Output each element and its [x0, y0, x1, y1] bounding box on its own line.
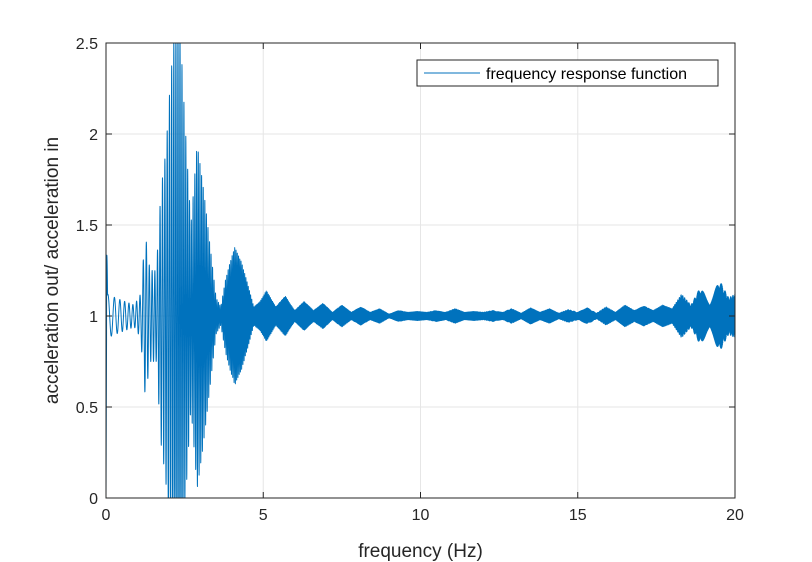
y-tick-label: 0.5 — [76, 400, 98, 417]
y-axis-label: acceleration out/ acceleration in — [42, 137, 63, 404]
y-tick-label: 0 — [89, 491, 98, 508]
x-tick-label: 10 — [412, 507, 430, 524]
legend: frequency response function — [416, 59, 719, 87]
x-tick-label: 20 — [726, 507, 744, 524]
y-tick-label: 2 — [89, 127, 98, 144]
ticks: 0 5 10 15 20 0 0.5 1 1.5 2 2.5 — [76, 36, 744, 524]
x-axis-label: frequency (Hz) — [358, 541, 483, 562]
series-layer — [106, 43, 735, 498]
y-tick-label: 1 — [89, 309, 98, 326]
legend-label: frequency response function — [486, 66, 687, 83]
series-line-frequency-response — [106, 43, 735, 498]
x-tick-label: 0 — [102, 507, 111, 524]
x-tick-label: 15 — [569, 507, 587, 524]
y-tick-label: 2.5 — [76, 36, 98, 53]
y-tick-label: 1.5 — [76, 218, 98, 235]
x-tick-label: 5 — [259, 507, 268, 524]
